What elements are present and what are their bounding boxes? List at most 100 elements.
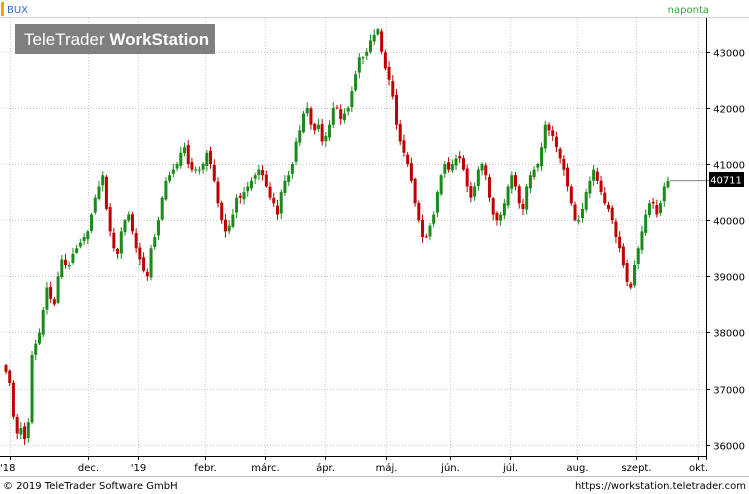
candle-body <box>510 175 514 189</box>
candle-body <box>235 197 239 213</box>
y-tick-label: 36000 <box>713 442 745 453</box>
candle-body <box>562 158 566 170</box>
x-tick-label: szept. <box>621 463 651 474</box>
candle <box>528 171 532 194</box>
x-tick-label: aug. <box>567 463 589 474</box>
x-tick-label: jún. <box>440 462 460 474</box>
candle <box>562 155 566 176</box>
candle <box>93 194 97 215</box>
candle <box>540 142 544 172</box>
candle <box>480 162 484 176</box>
candle <box>569 184 573 206</box>
candle <box>212 159 216 183</box>
candle <box>328 120 332 142</box>
candle <box>350 86 354 113</box>
candle <box>610 205 614 225</box>
candle-body <box>212 164 216 181</box>
candle-body <box>23 426 27 440</box>
candle <box>194 166 198 174</box>
candle <box>662 182 666 207</box>
candle-body <box>19 427 23 435</box>
candle <box>469 181 473 203</box>
candle <box>253 172 257 185</box>
candle-body <box>421 219 425 237</box>
candle <box>231 208 235 229</box>
candle-body <box>610 207 614 221</box>
candle <box>443 161 447 178</box>
candle <box>71 248 75 265</box>
candle <box>387 61 391 86</box>
candle <box>138 242 142 266</box>
candle-body <box>52 299 56 305</box>
candle-body <box>473 186 477 197</box>
candle <box>309 106 313 130</box>
candle-body <box>621 246 625 266</box>
candle-body <box>629 283 633 288</box>
candle-body <box>127 214 131 221</box>
candle-body <box>614 221 618 237</box>
candle-body <box>659 203 663 213</box>
candle <box>257 164 261 181</box>
candle-body <box>432 214 436 224</box>
candle-body <box>142 257 146 271</box>
candle-body <box>257 169 261 176</box>
candle-body <box>502 203 506 216</box>
candle <box>402 134 406 157</box>
candle <box>78 238 82 249</box>
candle <box>112 227 116 252</box>
candle-body <box>238 195 242 198</box>
candle <box>164 177 168 201</box>
candle <box>86 229 90 245</box>
candle-body <box>112 232 116 249</box>
candle-body <box>231 214 235 227</box>
candle <box>11 379 15 420</box>
footer-url[interactable]: https://workstation.teletrader.com <box>575 481 746 492</box>
symbol-label[interactable]: BUX <box>7 5 28 16</box>
candle-body <box>577 220 581 222</box>
candle <box>506 184 510 209</box>
candle <box>298 124 302 147</box>
candle-body <box>153 237 157 247</box>
candle <box>171 163 175 178</box>
candle-body <box>11 382 15 417</box>
candle-body <box>368 40 372 52</box>
candle-body <box>450 164 454 171</box>
candle-body <box>264 174 268 187</box>
candle-body <box>514 175 518 187</box>
candle <box>101 171 105 192</box>
candle <box>588 176 592 199</box>
candle <box>473 182 477 201</box>
candle <box>82 233 86 246</box>
candle <box>108 203 112 237</box>
candle <box>209 146 213 169</box>
candle <box>391 74 395 100</box>
candle-body <box>101 175 105 186</box>
candle <box>499 212 503 226</box>
candle-body <box>104 176 108 209</box>
candle <box>153 233 157 250</box>
candle-body <box>279 192 283 214</box>
x-tick-label: okt. <box>689 463 708 474</box>
candle-body <box>156 220 160 236</box>
candle <box>272 192 276 208</box>
interval-label[interactable]: naponta <box>668 5 709 16</box>
candle-body <box>179 152 183 166</box>
candle <box>97 180 101 201</box>
candle <box>439 173 443 196</box>
candle <box>264 170 268 188</box>
candle <box>495 211 499 226</box>
y-axis: 36000 37000 38000 39000 40000 41000 42000 43000 <box>706 18 745 460</box>
candle <box>238 193 242 204</box>
candle <box>305 102 309 117</box>
candle-body <box>223 219 227 232</box>
candle-body <box>275 205 279 215</box>
candle <box>383 49 387 71</box>
candle <box>175 161 179 172</box>
candle <box>205 149 209 172</box>
candle-body <box>272 197 276 204</box>
candle <box>41 306 45 338</box>
candle-body <box>8 370 12 383</box>
candle-body <box>595 171 599 181</box>
candle <box>216 177 220 208</box>
candle-body <box>242 192 246 200</box>
